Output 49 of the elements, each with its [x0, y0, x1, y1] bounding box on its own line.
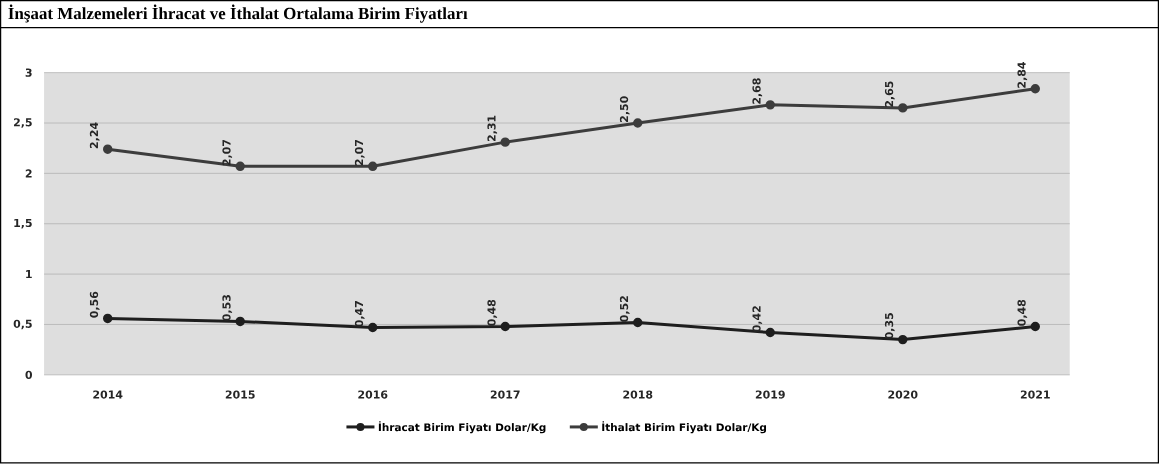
point — [898, 103, 908, 113]
y-tick-label: 0 — [25, 370, 33, 380]
x-tick-label: 2016 — [358, 390, 388, 399]
data-label: 2,68 — [752, 78, 763, 105]
data-label: 2,07 — [354, 140, 365, 166]
data-label: 0,35 — [884, 313, 895, 340]
x-tick-label: 2020 — [888, 390, 918, 399]
data-label: 0,47 — [354, 301, 365, 328]
data-label: 0,48 — [487, 300, 498, 327]
y-tick-label: 1 — [26, 270, 32, 279]
data-label: 2,31 — [487, 115, 498, 142]
point — [1030, 322, 1040, 332]
y-tick-label: 3 — [25, 68, 32, 78]
y-tick-label: 1,5 — [14, 219, 32, 229]
x-tick-label: 2015 — [225, 390, 255, 399]
point — [633, 118, 643, 128]
data-label: 0,42 — [752, 306, 763, 333]
x-tick-label: 2018 — [623, 390, 653, 399]
y-tick-label: 0,5 — [13, 319, 32, 330]
point — [102, 313, 113, 324]
data-label: 2,50 — [619, 96, 630, 123]
data-label: 0,53 — [222, 295, 233, 321]
point — [102, 144, 113, 155]
point — [500, 322, 510, 332]
data-label: 2,24 — [89, 122, 100, 149]
data-label: 2,65 — [884, 81, 895, 108]
x-tick-label: 2019 — [755, 390, 785, 399]
data-label: 2,84 — [1017, 62, 1028, 88]
point — [235, 317, 245, 327]
x-tick-label: 2021 — [1020, 390, 1050, 399]
point — [633, 318, 643, 328]
legend-label: İhracat Birim Fiyatı Dolar/Kg — [378, 421, 546, 434]
data-label: 0,52 — [619, 296, 630, 322]
point — [368, 161, 378, 172]
data-label: 0,56 — [89, 292, 100, 318]
y-tick-label: 2 — [25, 169, 32, 178]
chart-title: İnşaat Malzemeleri İhracat ve İthalat Ortalama Birim Fiyatları — [8, 4, 468, 23]
point — [368, 323, 378, 333]
x-tick-label: 2014 — [93, 390, 123, 399]
x-tick-label: 2017 — [490, 390, 520, 399]
point — [235, 161, 245, 172]
point — [500, 137, 510, 148]
point — [765, 328, 775, 338]
point — [898, 335, 908, 345]
point — [1030, 84, 1040, 94]
legend-label: İthalat Birim Fiyatı Dolar/Kg — [602, 421, 767, 434]
y-tick-label: 2,5 — [13, 118, 32, 129]
data-label: 0,48 — [1017, 300, 1028, 327]
point — [765, 100, 775, 110]
